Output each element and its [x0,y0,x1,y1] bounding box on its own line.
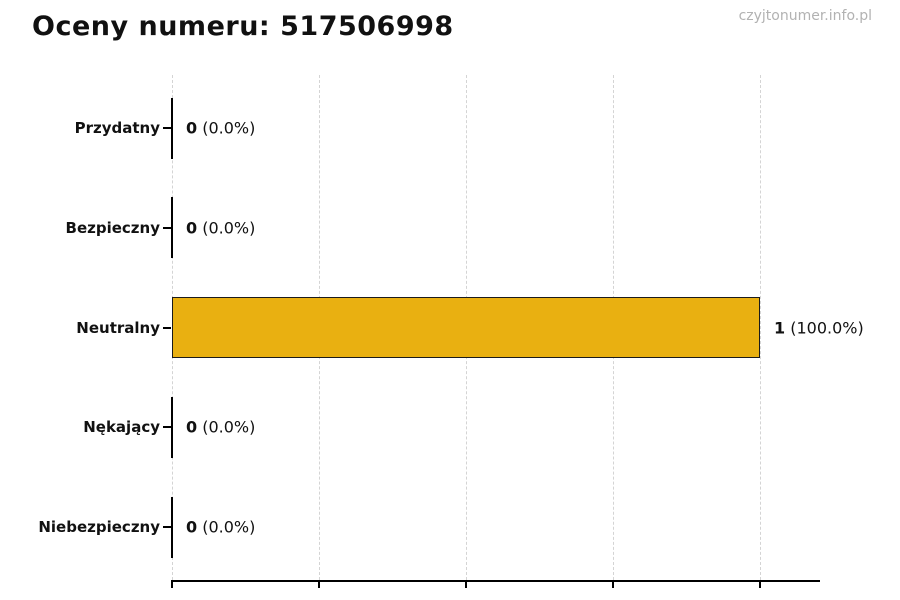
x-axis-tick [171,580,173,588]
chart-title: Oceny numeru: 517506998 [32,11,454,42]
y-axis-tick [163,127,171,129]
y-axis-tick [163,326,171,329]
value-label: 0 (0.0%) [186,119,255,138]
x-axis-tick [759,580,761,588]
watermark: czyjtonumer.info.pl [738,8,872,24]
zero-bar [171,396,173,458]
value-label: 1 (100.0%) [774,318,864,337]
value-label: 0 (0.0%) [186,518,255,537]
category-label: Niebezpieczny [38,518,160,537]
category-label: Bezpieczny [65,218,160,237]
value-count: 0 [186,118,198,138]
y-axis-tick [163,526,171,529]
value-count: 0 [186,517,198,537]
zero-bar [171,97,173,159]
value-percent: (0.0%) [197,417,256,437]
category-label: Nękający [83,418,160,437]
x-axis-tick [465,580,467,588]
zero-bar [171,496,173,558]
y-axis-tick [163,426,171,429]
value-percent: (0.0%) [197,118,256,138]
value-percent: (100.0%) [785,318,864,338]
value-count: 1 [774,318,786,338]
bar [172,297,760,359]
y-axis-tick [163,226,171,229]
x-axis-tick [612,580,614,588]
x-gridline [760,75,761,580]
value-percent: (0.0%) [197,517,256,537]
zero-bar [171,197,173,259]
value-percent: (0.0%) [197,218,256,238]
value-count: 0 [186,417,198,437]
category-label: Przydatny [74,119,160,137]
value-count: 0 [186,218,198,238]
x-axis-line [172,580,820,582]
value-label: 0 (0.0%) [186,418,255,437]
category-label: Neutralny [76,318,160,337]
x-axis-tick [318,580,320,588]
value-label: 0 (0.0%) [186,218,255,237]
